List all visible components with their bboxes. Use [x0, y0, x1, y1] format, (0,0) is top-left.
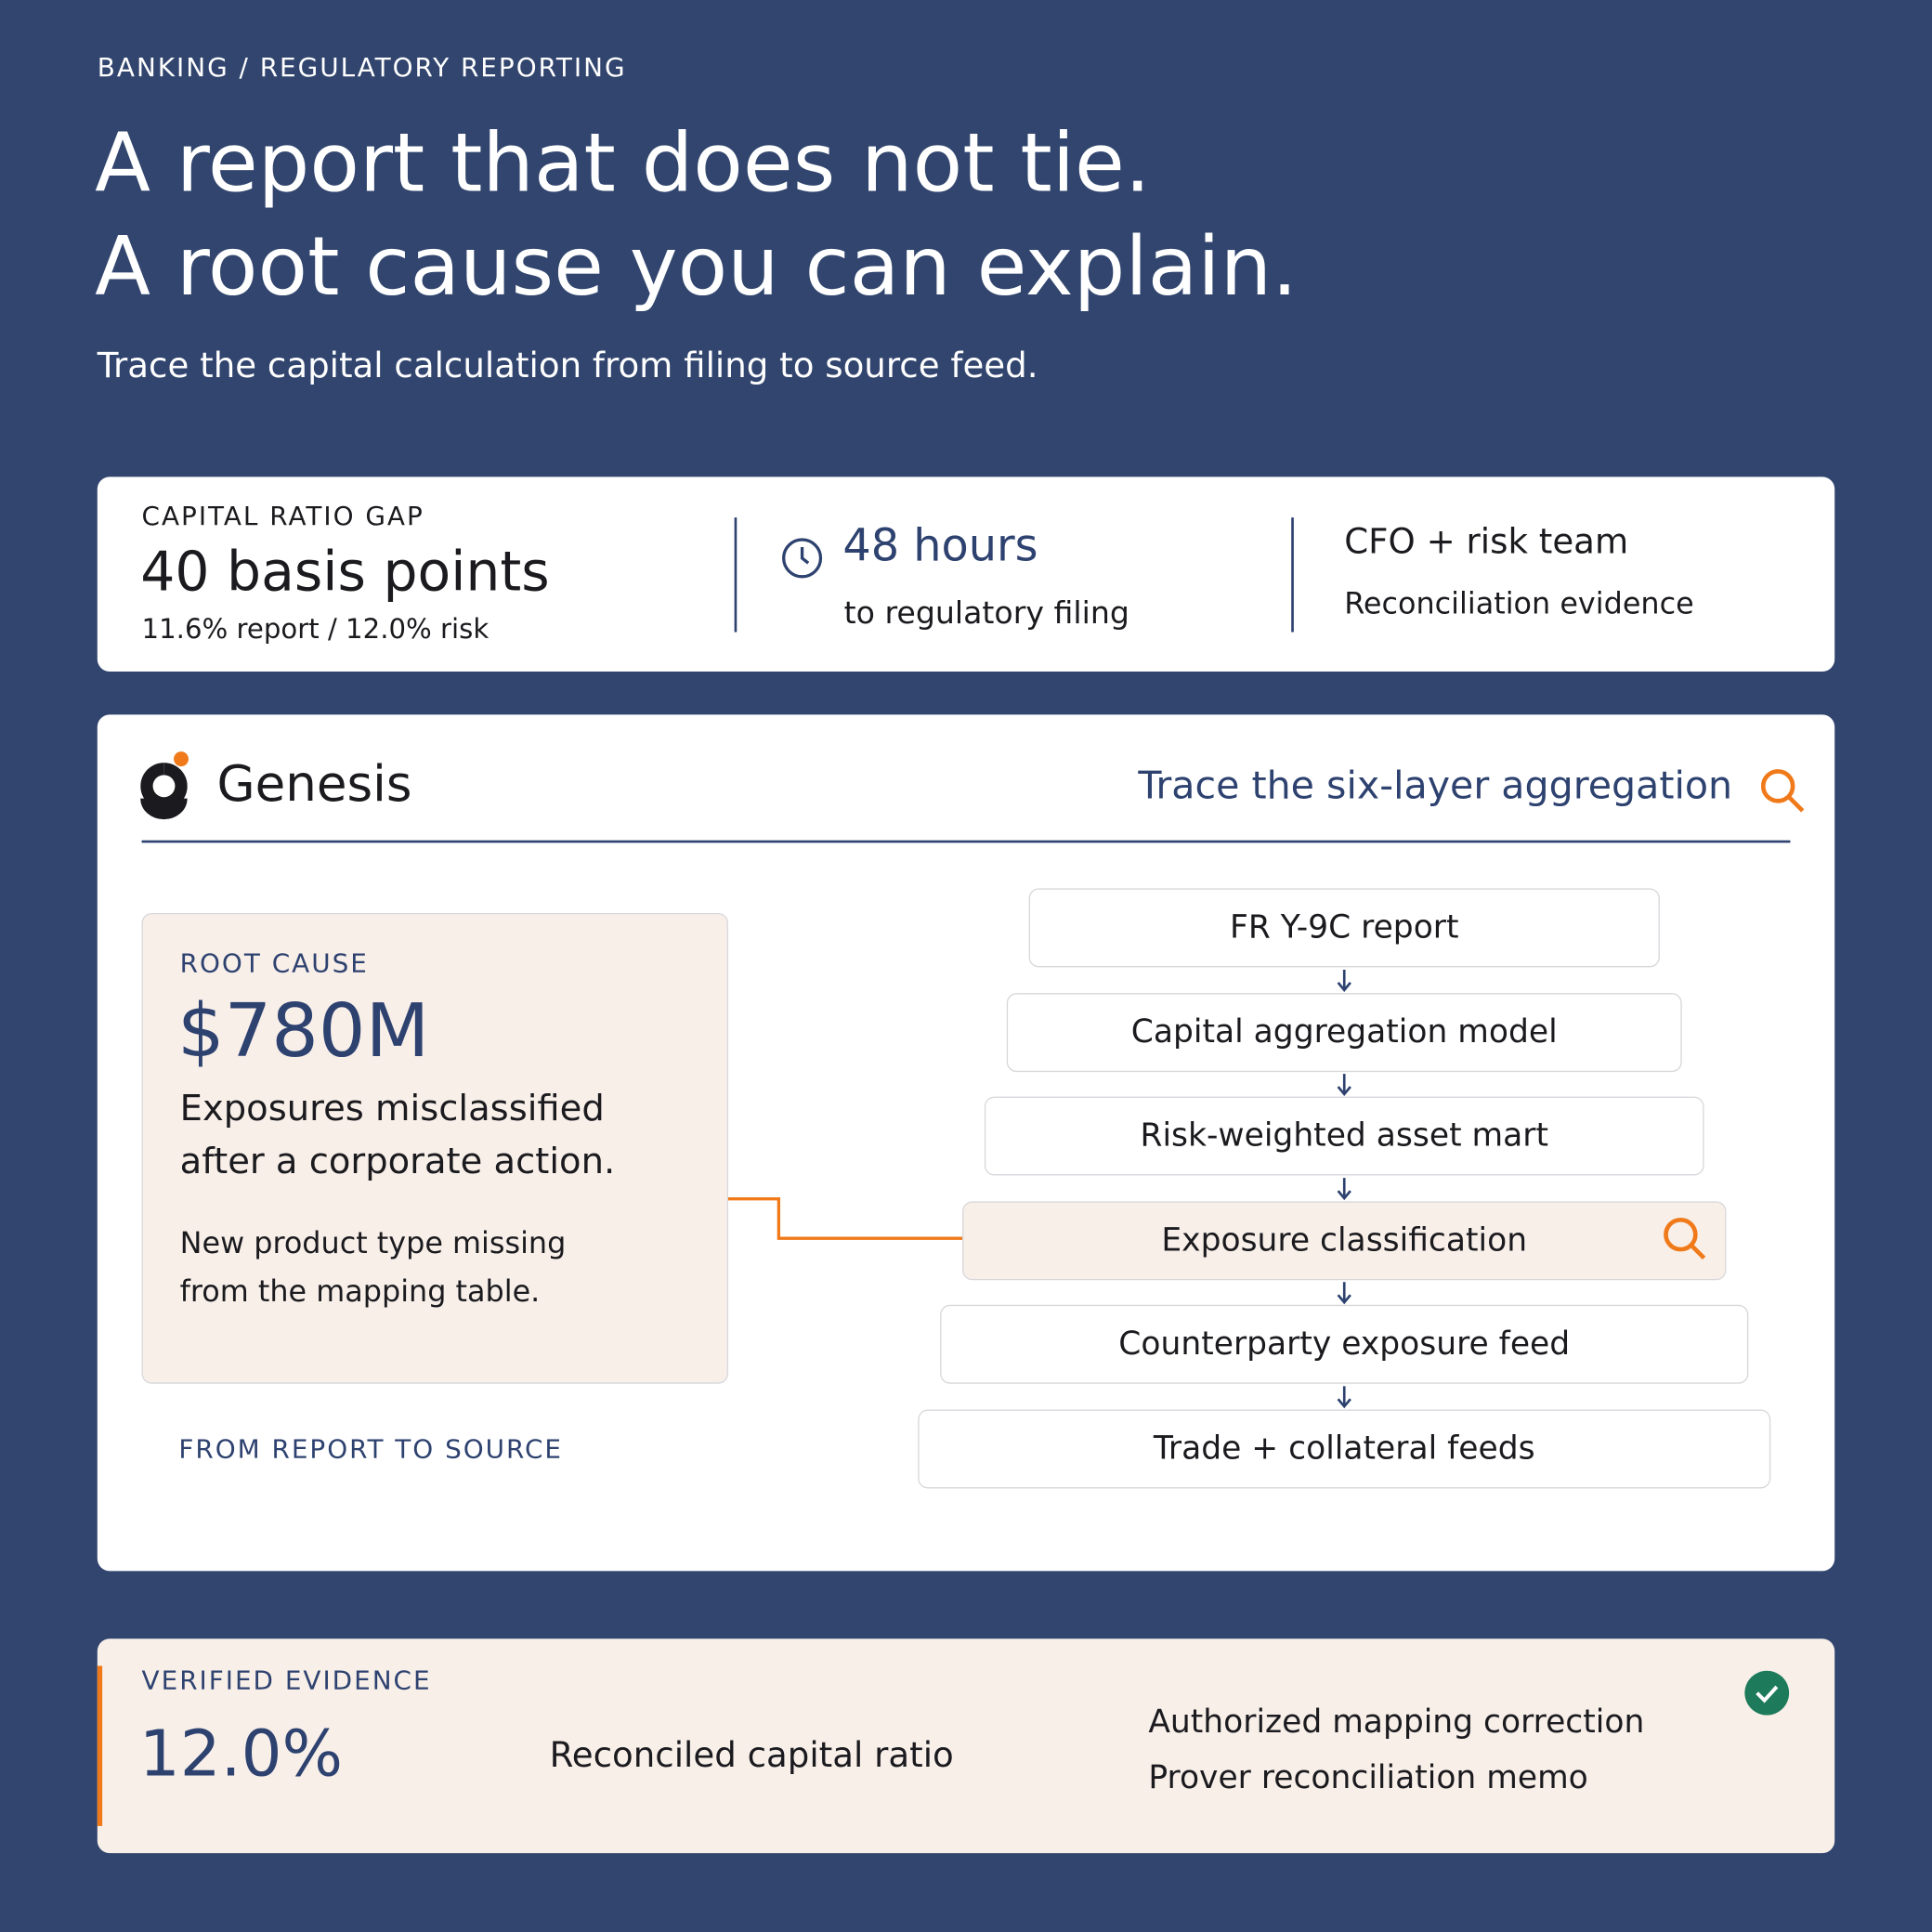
layer-box[interactable]: FR Y-9C report — [1028, 888, 1660, 968]
breadcrumb: BANKING / REGULATORY REPORTING — [97, 53, 627, 83]
evidence-value: 12.0% — [138, 1717, 344, 1792]
summary-card: CAPITAL RATIO GAP 40 basis points 11.6% … — [97, 476, 1835, 672]
search-icon[interactable] — [1662, 1216, 1711, 1265]
divider — [1291, 517, 1294, 633]
layer-box[interactable]: Risk-weighted asset mart — [984, 1096, 1704, 1176]
check-icon — [1744, 1670, 1790, 1716]
layer-box[interactable]: Capital aggregation model — [1006, 992, 1682, 1072]
layer-box[interactable]: Trade + collateral feeds — [918, 1408, 1771, 1488]
evidence-description: Reconciled capital ratio — [549, 1734, 954, 1776]
flow-arrow — [1337, 1386, 1351, 1409]
root-cause-headline: Exposures misclassified after a corporat… — [179, 1087, 616, 1182]
search-icon[interactable] — [1758, 766, 1808, 816]
flow-arrow — [1337, 969, 1351, 992]
accent-bar — [97, 1665, 103, 1826]
layer-box[interactable]: Counterparty exposure feed — [940, 1304, 1749, 1384]
metric-detail: Reconciliation evidence — [1344, 586, 1694, 621]
header-rule — [141, 840, 1791, 843]
metric-detail: to regulatory filing — [843, 594, 1129, 632]
metric-value: 48 hours — [842, 521, 1038, 572]
trace-action[interactable]: Trace the six-layer aggregation — [1138, 764, 1733, 809]
evidence-item: Authorized mapping correction — [1148, 1704, 1645, 1742]
evidence-card: VERIFIED EVIDENCE 12.0% Reconciled capit… — [97, 1638, 1835, 1854]
divider — [734, 517, 738, 633]
genesis-panel: Genesis Trace the six-layer aggregation … — [97, 714, 1835, 1572]
evidence-item: Prover reconciliation memo — [1148, 1759, 1588, 1797]
root-cause-amount: $780M — [177, 987, 430, 1075]
root-cause-note: New product type missing from the mappin… — [179, 1225, 567, 1309]
layer-box[interactable]: Exposure classification — [962, 1200, 1727, 1280]
root-cause-box: ROOT CAUSE $780M Exposures misclassified… — [141, 912, 728, 1384]
footer-label: FROM REPORT TO SOURCE — [178, 1434, 564, 1464]
clock-icon — [782, 538, 823, 579]
metric-value: 40 basis points — [140, 541, 550, 605]
flow-arrow — [1337, 1074, 1351, 1097]
brand-logo — [140, 751, 189, 820]
subtitle: Trace the capital calculation from filin… — [97, 345, 1038, 386]
title-line: A report that does not tie. — [95, 115, 1151, 211]
flow-arrow — [1337, 1282, 1351, 1305]
metric-detail: 11.6% report / 12.0% risk — [141, 614, 490, 646]
root-cause-label: ROOT CAUSE — [179, 948, 369, 979]
metric-value: CFO + risk team — [1344, 521, 1629, 562]
title-line: A root cause you can explain. — [95, 219, 1298, 315]
evidence-label: VERIFIED EVIDENCE — [141, 1665, 432, 1696]
metric-label: CAPITAL RATIO GAP — [141, 501, 424, 531]
brand-name: Genesis — [216, 756, 412, 814]
flow-arrow — [1337, 1178, 1351, 1201]
